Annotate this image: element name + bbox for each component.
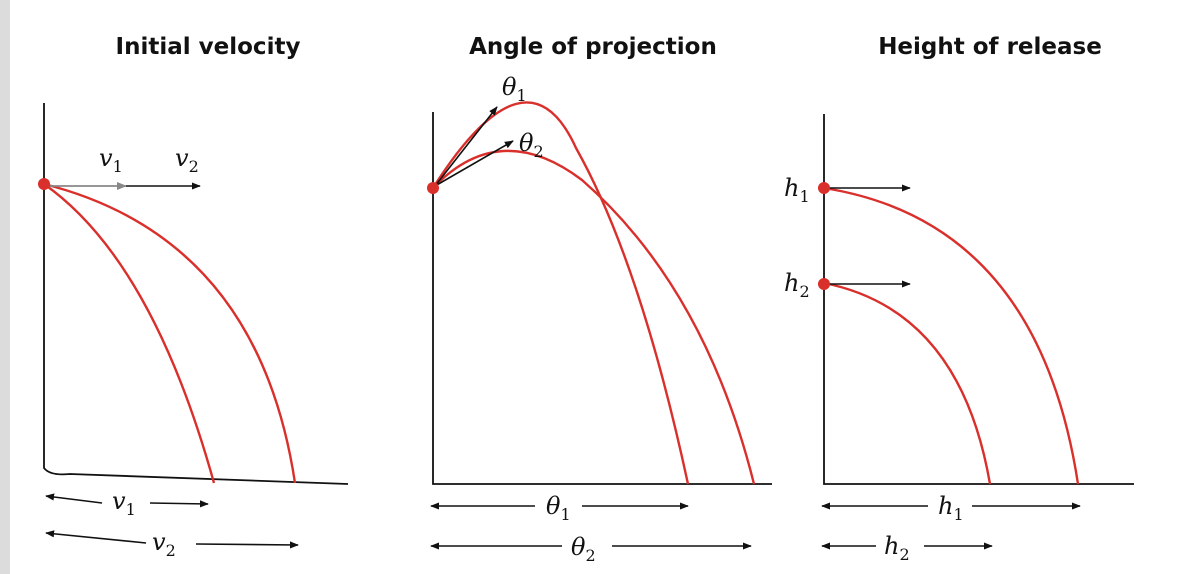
range-arrow-v1-right — [149, 500, 209, 508]
trajectory-theta2 — [432, 149, 756, 485]
trajectory-h2 — [823, 281, 992, 485]
panel-initial-velocity: Initial velocity v1 v2 v1 v2 — [38, 34, 349, 560]
axis-angle-of-projection — [432, 112, 772, 485]
panel-title-initial-velocity: Initial velocity — [116, 34, 301, 60]
range-label-v1: v1 — [112, 487, 136, 519]
axis-initial-velocity — [43, 103, 349, 485]
launch-arrow-theta2 — [434, 140, 514, 187]
range-label-theta1: θ1 — [546, 492, 571, 524]
panel-angle-of-projection: Angle of projection θ1 θ2 θ1 θ2 — [427, 34, 772, 565]
trajectory-v1 — [43, 183, 216, 484]
label-h2-height: h2 — [784, 269, 810, 301]
launch-arrow-theta1 — [434, 106, 498, 187]
trajectory-theta1 — [431, 101, 690, 485]
label-v2-velocity: v2 — [175, 144, 199, 176]
range-arrow-v1-left — [45, 493, 103, 504]
panel-title-height-of-release: Height of release — [878, 34, 1102, 60]
label-theta2-angle: θ2 — [519, 129, 544, 161]
trajectory-h1 — [823, 186, 1080, 485]
range-arrow-v2-left — [45, 530, 147, 544]
range-label-h2: h2 — [884, 532, 910, 564]
panel-height-of-release: Height of release h1 h2 h1 h2 — [784, 34, 1134, 564]
range-label-theta2: θ2 — [571, 533, 596, 565]
panel-title-angle-of-projection: Angle of projection — [469, 34, 717, 60]
release-point-h2 — [818, 278, 830, 290]
range-arrow-v2-right — [195, 541, 299, 549]
label-theta1-angle: θ1 — [502, 73, 527, 105]
release-point-h1 — [818, 182, 830, 194]
release-point — [38, 178, 50, 190]
range-label-v2: v2 — [152, 528, 176, 560]
axis-height-of-release — [823, 114, 1134, 485]
page-edge-shadow — [0, 0, 10, 574]
trajectory-v2 — [43, 182, 297, 484]
label-v1-velocity: v1 — [99, 144, 123, 176]
label-h1-height: h1 — [784, 174, 810, 206]
release-point — [427, 182, 439, 194]
range-label-h1: h1 — [938, 492, 964, 524]
